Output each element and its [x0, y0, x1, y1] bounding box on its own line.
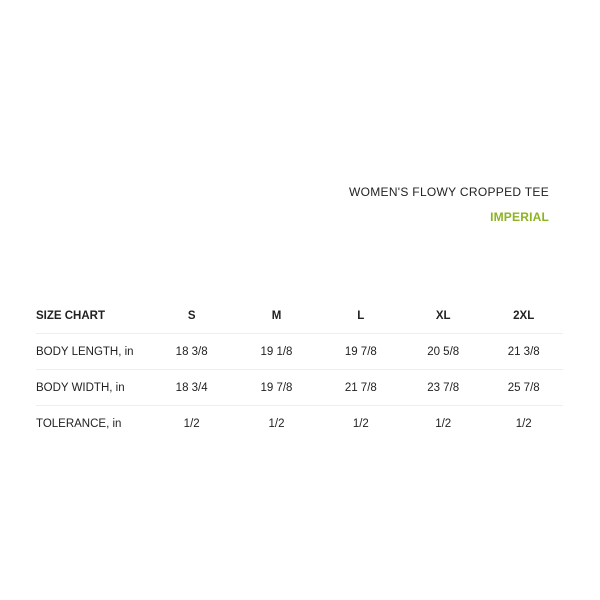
table-cell: 19 7/8 [319, 333, 402, 370]
table-cell: 19 1/8 [233, 333, 320, 370]
table-cell: 21 7/8 [319, 369, 402, 406]
table-cell: 18 3/4 [150, 369, 234, 406]
header-size-chart: SIZE CHART [36, 309, 105, 322]
header-size-2xl: 2XL [513, 309, 535, 322]
table-row: BODY LENGTH, in 18 3/8 19 1/8 19 7/8 20 … [36, 333, 563, 370]
product-title: WOMEN'S FLOWY CROPPED TEE [348, 185, 549, 199]
header-size-xl: XL [435, 309, 451, 322]
table-cell: 19 7/8 [233, 369, 320, 406]
table-cell: 20 5/8 [402, 333, 485, 370]
table-cell: 1/2 [233, 405, 320, 441]
size-chart-table: SIZE CHART S M L XL 2XL BODY LENGTH, in … [36, 298, 563, 441]
table-cell: 1/2 [150, 405, 234, 441]
table-row: TOLERANCE, in 1/2 1/2 1/2 1/2 1/2 [36, 405, 563, 441]
header-size-s: S [187, 309, 196, 322]
table-cell: 21 3/8 [484, 333, 563, 370]
table-cell: 18 3/8 [150, 333, 234, 370]
table-cell: 1/2 [319, 405, 402, 441]
table-cell: 23 7/8 [402, 369, 485, 406]
table-cell: 1/2 [484, 405, 563, 441]
table-header-row: SIZE CHART S M L XL 2XL [36, 298, 563, 334]
table-cell: 25 7/8 [484, 369, 563, 406]
table-cell: 1/2 [402, 405, 485, 441]
row-label: BODY LENGTH, in [36, 333, 150, 370]
unit-system-label: IMPERIAL [490, 210, 549, 224]
header-size-m: M [271, 309, 282, 322]
table-row: BODY WIDTH, in 18 3/4 19 7/8 21 7/8 23 7… [36, 369, 563, 406]
row-label: TOLERANCE, in [36, 405, 150, 441]
header-size-l: L [357, 309, 365, 322]
row-label: BODY WIDTH, in [36, 369, 150, 406]
